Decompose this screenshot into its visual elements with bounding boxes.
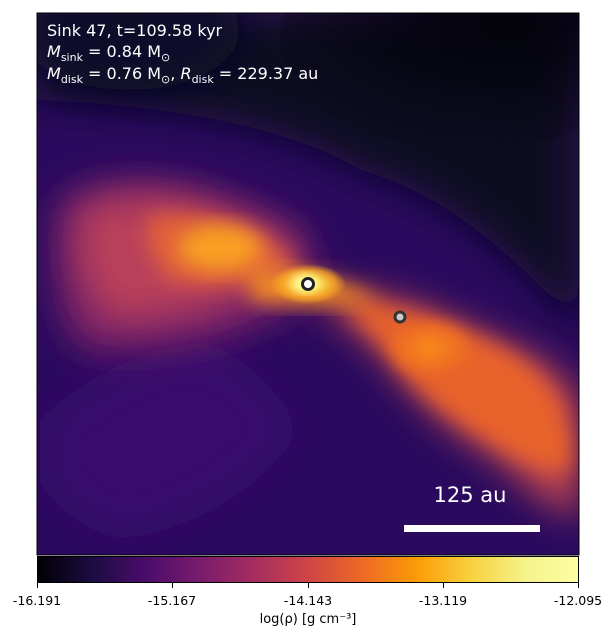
colorbar-tick (37, 583, 38, 588)
colorbar-tick (172, 583, 173, 588)
scalebar-label: 125 au (433, 483, 507, 507)
colorbar-tick-label: -13.119 (418, 593, 468, 608)
colorbar-tick (308, 583, 309, 588)
rdisk-separator: , (170, 64, 181, 83)
rdisk-symbol: R (180, 64, 192, 83)
mdisk-symbol: M (47, 64, 61, 83)
colorbar-tick (578, 583, 579, 588)
mdisk-subscript: disk (60, 73, 83, 87)
colorbar-tick-label: -12.095 (553, 593, 603, 608)
map-frame (36, 12, 580, 556)
sink-particle-primary (301, 277, 315, 291)
colorbar-label: log(ρ) [g cm⁻³] (259, 612, 357, 627)
colorbar-tick-label: -14.143 (283, 593, 333, 608)
scalebar (404, 525, 540, 532)
sink-particle-secondary (393, 310, 407, 324)
sink-mass-line: Msink = 0.84 M⊙ (47, 42, 170, 68)
colorbar (37, 556, 579, 583)
mdisk-value: = 0.76 M (82, 64, 162, 83)
sink-info-line: Sink 47, t=109.58 kyr (47, 21, 222, 41)
disk-properties-line: Mdisk = 0.76 M⊙, Rdisk = 229.37 au (47, 64, 318, 90)
mdisk-solar-symbol: ⊙ (161, 73, 171, 87)
msink-solar-symbol: ⊙ (161, 51, 171, 65)
rdisk-value: = 229.37 au (213, 64, 319, 83)
colorbar-tick-label: -15.167 (147, 593, 197, 608)
colorbar-tick (443, 583, 444, 588)
rdisk-subscript: disk (191, 73, 214, 87)
sink-time-text: Sink 47, t=109.58 kyr (47, 21, 223, 40)
msink-symbol: M (47, 42, 61, 61)
msink-subscript: sink (60, 51, 83, 65)
colorbar-tick-label: -16.191 (12, 593, 62, 608)
colorbar-gradient (37, 556, 579, 583)
msink-value: = 0.84 M (82, 42, 162, 61)
